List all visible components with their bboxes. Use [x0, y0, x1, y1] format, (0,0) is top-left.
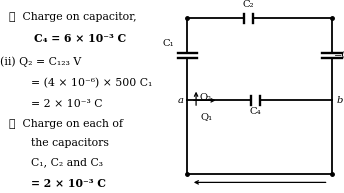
Text: C₄ = 6 × 10⁻³ C: C₄ = 6 × 10⁻³ C [34, 33, 127, 44]
Text: =C₃: =C₃ [334, 51, 344, 60]
Text: ∴  Charge on each of: ∴ Charge on each of [9, 119, 122, 129]
Text: = 2 × 10⁻³ C: = 2 × 10⁻³ C [31, 99, 103, 109]
Text: the capacitors: the capacitors [31, 138, 109, 148]
Text: b: b [336, 96, 343, 105]
Text: C₄: C₄ [250, 107, 261, 116]
Text: Q₂: Q₂ [200, 92, 212, 101]
Text: ∴  Charge on capacitor,: ∴ Charge on capacitor, [9, 12, 136, 22]
Text: = (4 × 10⁻⁶) × 500 C₁: = (4 × 10⁻⁶) × 500 C₁ [31, 78, 152, 88]
Text: (ii) Q₂ = C₁₂₃ V: (ii) Q₂ = C₁₂₃ V [0, 57, 81, 67]
Text: C₁, C₂ and C₃: C₁, C₂ and C₃ [31, 157, 103, 167]
Text: C₂: C₂ [243, 0, 254, 9]
Text: Q₁: Q₁ [200, 112, 213, 121]
Text: = 2 × 10⁻³ C: = 2 × 10⁻³ C [31, 178, 106, 189]
Text: C₁: C₁ [163, 39, 174, 48]
Text: a: a [178, 96, 183, 105]
